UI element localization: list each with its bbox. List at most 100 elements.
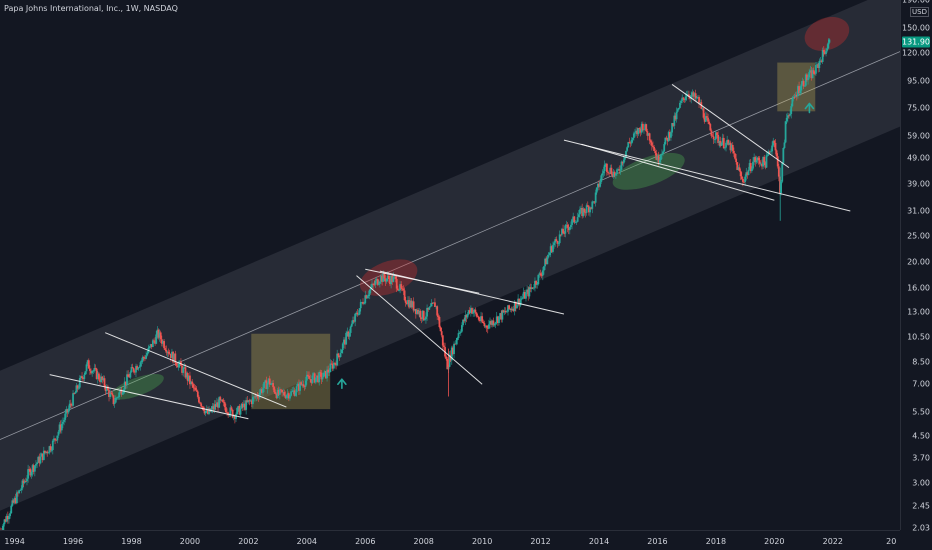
time-tick-label: 2000: [179, 537, 201, 546]
candle-body: [625, 150, 627, 158]
candle-body: [263, 382, 266, 389]
candle-body: [727, 139, 730, 145]
candle-body: [521, 297, 524, 299]
candle-body: [815, 65, 817, 74]
candle-body: [57, 431, 60, 436]
candle-body: [331, 363, 334, 369]
candle-body: [494, 322, 497, 324]
candle-body: [441, 335, 444, 346]
candle-body: [670, 132, 672, 138]
candle-body: [221, 399, 224, 402]
candle-body: [690, 94, 693, 99]
candle-body: [470, 308, 472, 313]
candle-body: [146, 352, 149, 356]
candle-body: [473, 309, 476, 313]
candle-body: [718, 141, 721, 143]
candle-body: [37, 456, 40, 463]
candle-body: [704, 116, 707, 122]
candle-body: [540, 275, 543, 277]
candle-body: [320, 372, 323, 380]
candle-body: [181, 365, 183, 373]
candle-body: [119, 389, 122, 393]
candle-body: [646, 131, 649, 136]
candle-body: [404, 300, 407, 303]
candle-body: [800, 84, 803, 91]
candle-body: [574, 221, 577, 223]
candle-body: [775, 150, 778, 157]
candle-body: [55, 439, 58, 441]
candle-body: [722, 137, 725, 149]
time-axis[interactable]: 1994 1996 1998 2000 2002 2004 2006 2008 2010 2012…: [0, 530, 900, 550]
candle-body: [719, 141, 722, 146]
candle-body: [518, 298, 521, 306]
candle-body: [791, 98, 794, 107]
candle-body: [509, 308, 512, 310]
candle-body: [620, 161, 623, 170]
candle-body: [326, 369, 328, 379]
candle-body: [305, 374, 308, 381]
candle-body: [290, 391, 292, 396]
currency-label[interactable]: USD: [910, 7, 929, 17]
candle-body: [581, 207, 584, 217]
candle-body: [631, 137, 634, 140]
trendline: [563, 139, 851, 212]
candle-body: [110, 392, 113, 394]
candle-body: [257, 396, 260, 398]
candle-body: [500, 313, 503, 320]
candle-body: [102, 378, 105, 381]
candle-body: [156, 329, 159, 335]
candle-body: [663, 144, 666, 152]
candle-body: [365, 295, 368, 299]
candle-body: [98, 373, 100, 380]
candle-body: [486, 327, 489, 329]
candle-body: [697, 96, 699, 98]
candle-body: [811, 70, 814, 79]
candle-body: [734, 153, 736, 159]
candle-body: [472, 312, 475, 314]
candle-body: [346, 331, 349, 333]
candle-body: [393, 276, 396, 278]
candle-body: [285, 395, 288, 398]
candle-body: [507, 305, 509, 312]
candle-body: [745, 172, 748, 177]
chart-area[interactable]: Papa Johns International, Inc., 1W, NASD…: [0, 0, 901, 534]
candle-body: [90, 370, 92, 374]
candle-body: [219, 397, 222, 401]
candle-body: [5, 515, 8, 522]
candle-body: [679, 102, 681, 108]
candle-body: [293, 390, 296, 396]
candle-body: [196, 391, 199, 397]
candle-body: [802, 81, 805, 87]
candle-body: [708, 121, 711, 125]
candle-body: [329, 363, 332, 372]
candle-body: [195, 390, 198, 392]
candle-body: [609, 167, 612, 173]
candle-body: [465, 315, 468, 318]
candle-body: [649, 140, 652, 143]
candle-body: [548, 252, 551, 256]
candle-body: [249, 400, 252, 402]
candle-body: [19, 490, 22, 491]
candle-body: [362, 302, 364, 304]
candle-body: [327, 369, 330, 373]
candle-body: [175, 362, 178, 366]
candle-body: [173, 353, 176, 363]
candle-body: [280, 389, 282, 391]
candle-body: [478, 319, 481, 321]
candle-body: [503, 310, 506, 313]
candle-body: [565, 224, 568, 226]
candle-body: [157, 329, 160, 338]
candle-body: [426, 307, 428, 317]
candle-body: [752, 161, 754, 169]
candle-body: [588, 206, 590, 213]
candle-body: [148, 346, 151, 348]
candle-body: [770, 151, 772, 153]
price-chart[interactable]: [0, 0, 901, 534]
candle-body: [129, 372, 132, 378]
candle-body: [130, 366, 133, 373]
candle-body: [654, 150, 657, 154]
candle-body: [828, 39, 831, 43]
candle-body: [695, 97, 698, 99]
candle-body: [186, 373, 189, 381]
price-axis[interactable]: USD 190.00 150.00 120.00 95.00 75.00 59.00 49.…: [900, 0, 932, 533]
